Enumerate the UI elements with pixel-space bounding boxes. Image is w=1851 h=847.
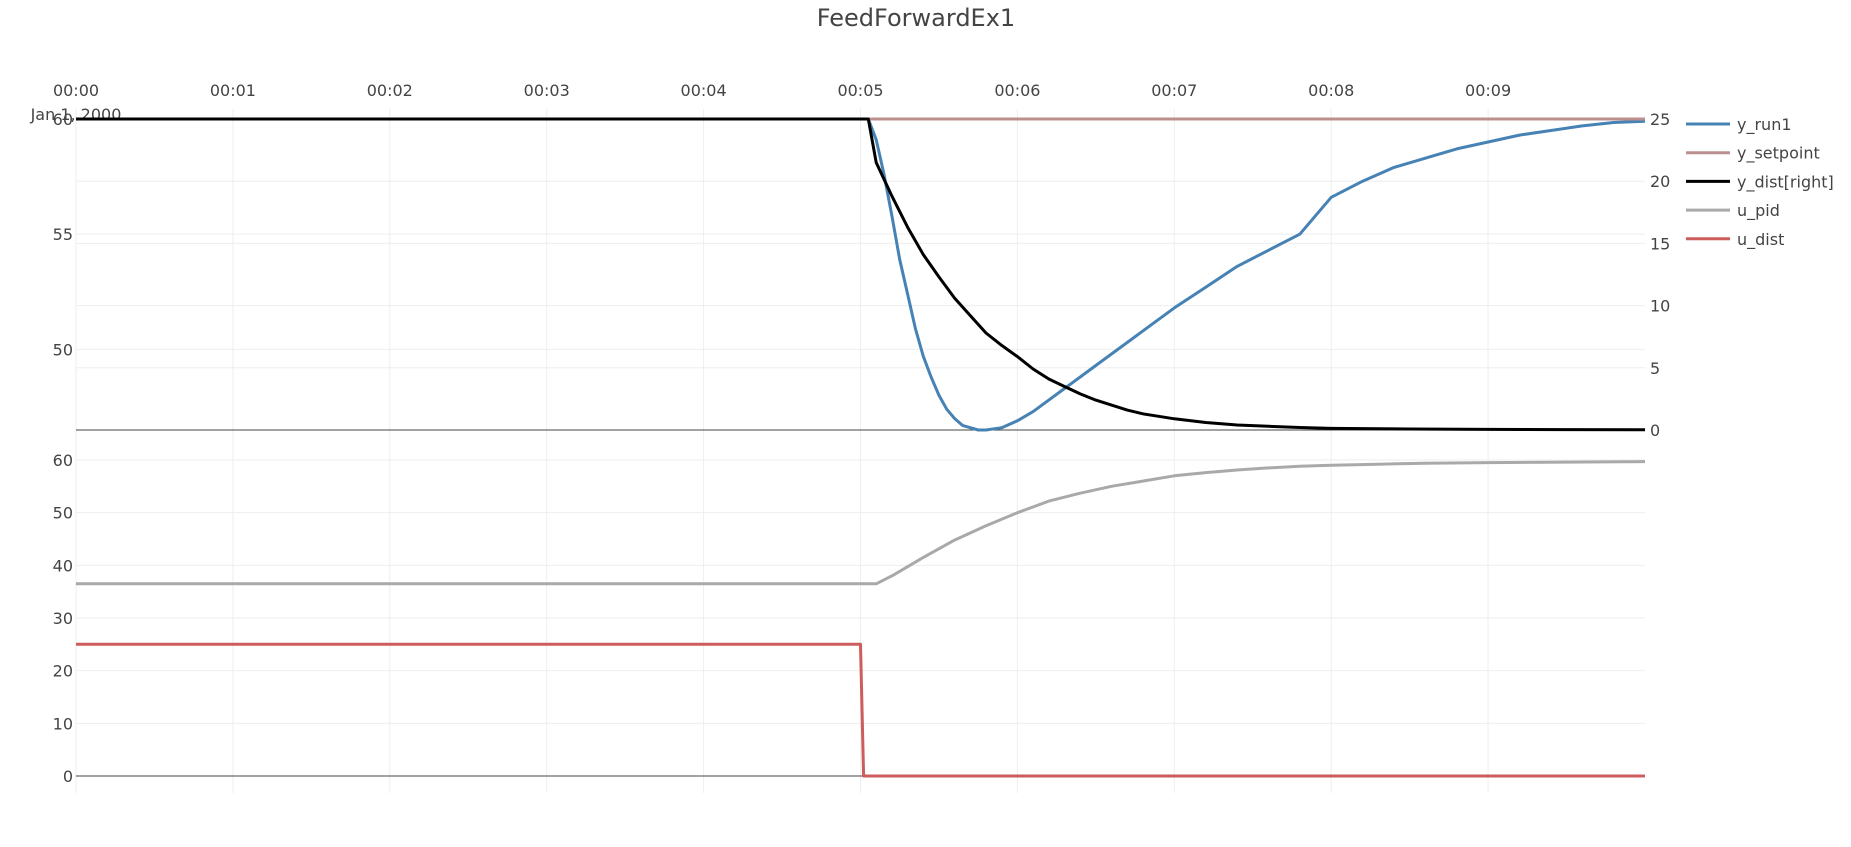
x-tick-label: 00:08	[1308, 81, 1354, 100]
series-layer	[76, 117, 1646, 778]
legend-label: y_run1	[1737, 115, 1792, 135]
bottom-y-tick-label: 10	[53, 714, 73, 733]
x-date-label: Jan 1, 2000	[30, 105, 122, 124]
bottom-y-tick-label: 0	[63, 767, 73, 786]
legend-label: y_setpoint	[1737, 144, 1820, 164]
bottom-y-tick-label: 30	[53, 609, 73, 628]
legend[interactable]: y_run1 y_setpoint y_dist[right] u_pid u_dist	[1686, 115, 1834, 250]
x-tick-label: 00:01	[210, 81, 256, 100]
x-tick-label: 00:06	[994, 81, 1040, 100]
legend-label: u_pid	[1737, 201, 1780, 221]
top-y-right-tick-label: 10	[1650, 297, 1670, 316]
x-tick-label: 00:07	[1151, 81, 1197, 100]
series-line-y-dist-right-	[76, 117, 1646, 432]
legend-label: y_dist[right]	[1737, 172, 1834, 192]
x-tick-label: 00:05	[837, 81, 883, 100]
bottom-y-tick-label: 40	[53, 556, 73, 575]
bottom-y-tick-label: 60	[53, 451, 73, 470]
bottom-y-tick-label: 50	[53, 504, 73, 523]
x-tick-label: 00:09	[1465, 81, 1511, 100]
legend-item[interactable]: u_pid	[1686, 201, 1780, 221]
top-y-right-tick-label: 20	[1650, 172, 1670, 191]
legend-item[interactable]: y_run1	[1686, 115, 1792, 135]
series-line-y-run1	[76, 117, 1646, 432]
bottom-y-tick-label: 20	[53, 662, 73, 681]
x-tick-label: 00:03	[524, 81, 570, 100]
top-y-right-tick-label: 25	[1650, 110, 1670, 129]
series-line-u-dist	[76, 642, 1645, 778]
legend-item[interactable]: u_dist	[1686, 230, 1784, 250]
x-tick-label: 00:00	[53, 81, 99, 100]
top-y-right-tick-label: 5	[1650, 359, 1660, 378]
top-y-right-tick-label: 15	[1650, 234, 1670, 253]
top-y-right-tick-label: 0	[1650, 421, 1660, 440]
legend-item[interactable]: y_setpoint	[1686, 144, 1820, 164]
top-y-left-tick-label: 60	[53, 110, 73, 129]
axes-layer: 00:00 00:01 00:02 00:03 00:04 00:05 00:06 00:07…	[30, 81, 1671, 786]
series-line-u-pid	[76, 460, 1646, 586]
top-y-left-tick-label: 55	[53, 225, 73, 244]
x-tick-label: 00:02	[367, 81, 413, 100]
chart-title: FeedForwardEx1	[817, 4, 1015, 32]
x-tick-label: 00:04	[681, 81, 727, 100]
legend-label: u_dist	[1737, 230, 1784, 250]
top-y-left-tick-label: 50	[53, 340, 73, 359]
legend-item[interactable]: y_dist[right]	[1686, 172, 1834, 192]
